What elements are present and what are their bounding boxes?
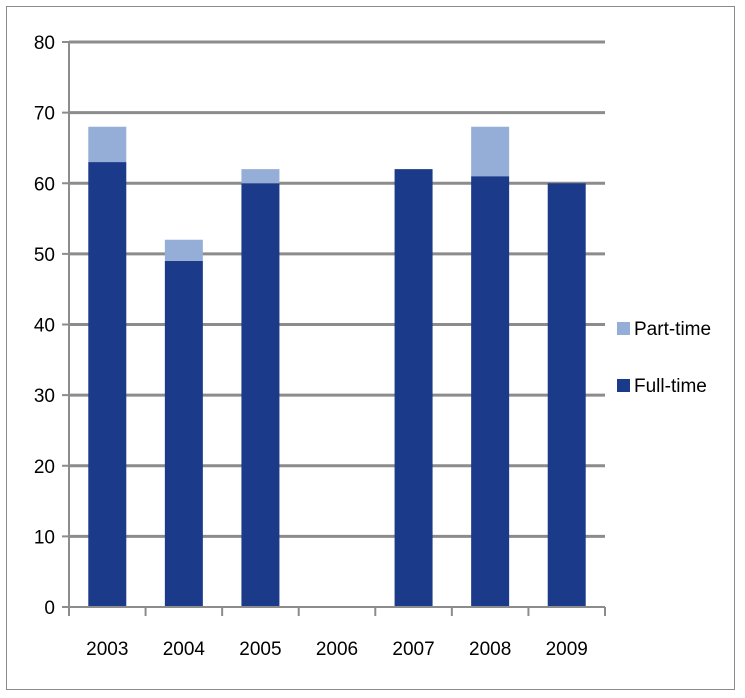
legend: Part-time Full-time: [617, 319, 711, 397]
bar-full-time-2004: [164, 260, 203, 607]
bar-full-time-2009: [547, 183, 586, 607]
y-tick-label: 0: [44, 598, 55, 619]
x-tick-label: 2003: [86, 639, 128, 660]
x-tick-label: 2006: [316, 639, 358, 660]
axes: [62, 41, 606, 616]
y-tick-label: 20: [34, 457, 55, 478]
x-tick-labels: 2003 2004 2005 2006 2007 2008 2009: [86, 639, 588, 660]
bar-part-time-2008: [471, 126, 510, 177]
bar-full-time-2007: [394, 169, 433, 607]
y-tick-label: 60: [34, 174, 55, 195]
x-tick-label: 2004: [163, 639, 206, 660]
gridlines: [69, 40, 605, 538]
y-tick-label: 30: [34, 386, 55, 407]
x-tick-label: 2005: [239, 639, 281, 660]
chart-frame: 0 10 20 30 40 50 60 70 80 2003 2004 2005 2006 2007 20…: [6, 6, 735, 690]
legend-swatch: [617, 379, 630, 392]
bar-full-time-2003: [88, 162, 127, 607]
bar-part-time-2004: [164, 239, 203, 261]
y-tick-label: 80: [34, 33, 55, 54]
y-tick-label: 10: [34, 527, 55, 548]
legend-item-part-time: Part-time: [617, 319, 711, 340]
bar-full-time-2005: [241, 183, 280, 607]
legend-label: Part-time: [634, 319, 711, 340]
y-tick-label: 70: [34, 104, 55, 125]
x-tick-label: 2007: [392, 639, 434, 660]
x-tick-label: 2009: [546, 639, 588, 660]
legend-swatch: [617, 322, 630, 335]
bar-part-time-2005: [241, 169, 280, 184]
bars: [88, 126, 586, 607]
legend-label: Full-time: [634, 376, 707, 397]
y-tick-label: 40: [34, 316, 55, 337]
bar-full-time-2008: [471, 176, 510, 607]
bar-part-time-2003: [88, 126, 127, 163]
y-tick-labels: 0 10 20 30 40 50 60 70 80: [34, 33, 55, 619]
y-tick-label: 50: [34, 245, 55, 266]
legend-item-full-time: Full-time: [617, 376, 707, 397]
x-tick-label: 2008: [469, 639, 511, 660]
